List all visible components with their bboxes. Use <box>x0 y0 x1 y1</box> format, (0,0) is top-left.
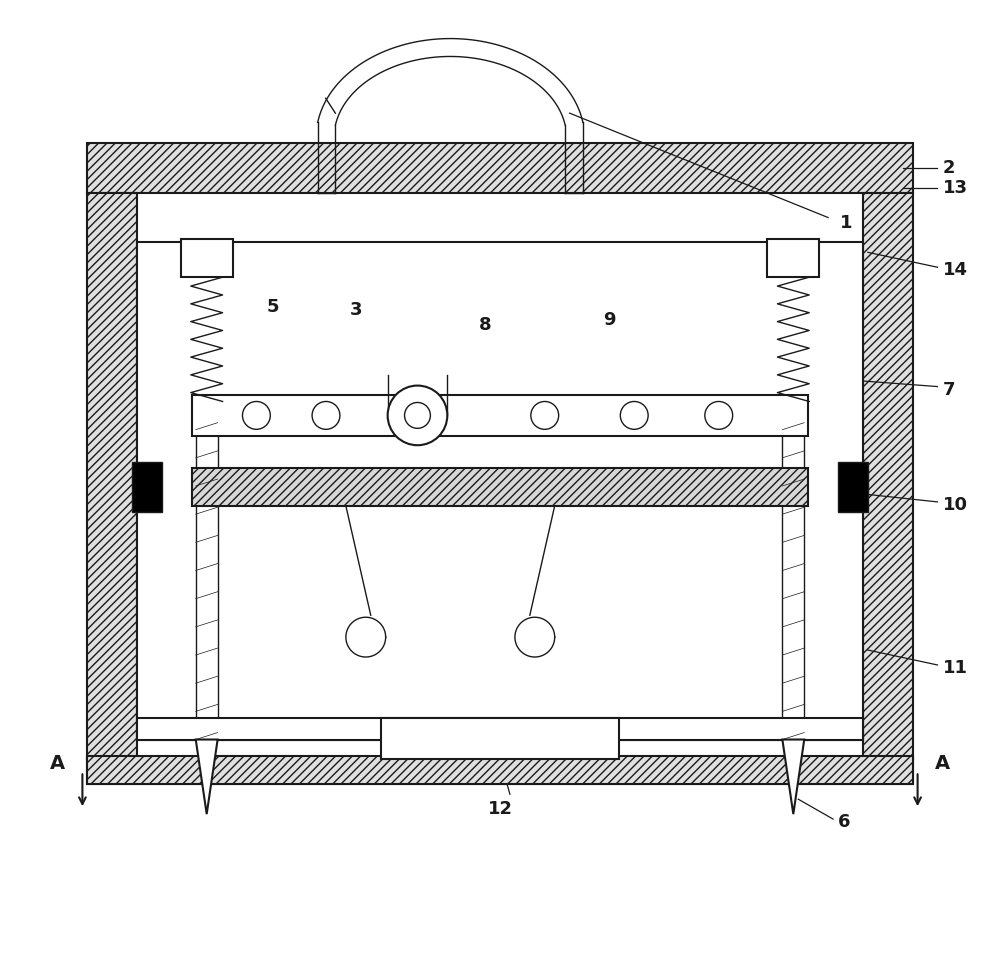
Bar <box>381 718 619 759</box>
Circle shape <box>312 401 340 429</box>
Bar <box>132 462 162 512</box>
Text: 8: 8 <box>479 316 491 334</box>
Bar <box>192 468 808 506</box>
Text: 14: 14 <box>942 261 967 280</box>
Circle shape <box>242 401 270 429</box>
Circle shape <box>404 401 431 429</box>
Bar <box>192 394 808 436</box>
Bar <box>863 192 913 759</box>
Bar <box>87 756 913 785</box>
Text: 7: 7 <box>942 381 955 398</box>
Circle shape <box>620 401 648 429</box>
Text: 5: 5 <box>267 298 280 316</box>
Bar <box>782 396 804 740</box>
Circle shape <box>531 401 559 429</box>
Polygon shape <box>782 740 804 814</box>
Text: A: A <box>935 753 950 773</box>
Bar <box>181 240 233 277</box>
Text: 9: 9 <box>603 311 616 329</box>
Bar <box>767 240 819 277</box>
Text: 6: 6 <box>838 813 851 831</box>
Polygon shape <box>196 740 218 814</box>
Bar <box>137 718 863 740</box>
Circle shape <box>705 401 733 429</box>
Bar <box>87 192 137 759</box>
Bar <box>87 143 913 192</box>
Text: 2: 2 <box>942 159 955 177</box>
Text: A: A <box>50 753 65 773</box>
Text: 12: 12 <box>488 800 512 819</box>
Bar <box>137 243 863 740</box>
Text: 1: 1 <box>840 214 853 231</box>
Circle shape <box>388 385 447 446</box>
Bar <box>838 462 868 512</box>
Text: 11: 11 <box>942 659 967 677</box>
Text: 3: 3 <box>350 301 362 319</box>
Text: 13: 13 <box>942 179 967 197</box>
Circle shape <box>405 402 430 428</box>
Text: 10: 10 <box>942 496 967 514</box>
Bar <box>87 757 913 785</box>
Bar <box>196 396 218 740</box>
